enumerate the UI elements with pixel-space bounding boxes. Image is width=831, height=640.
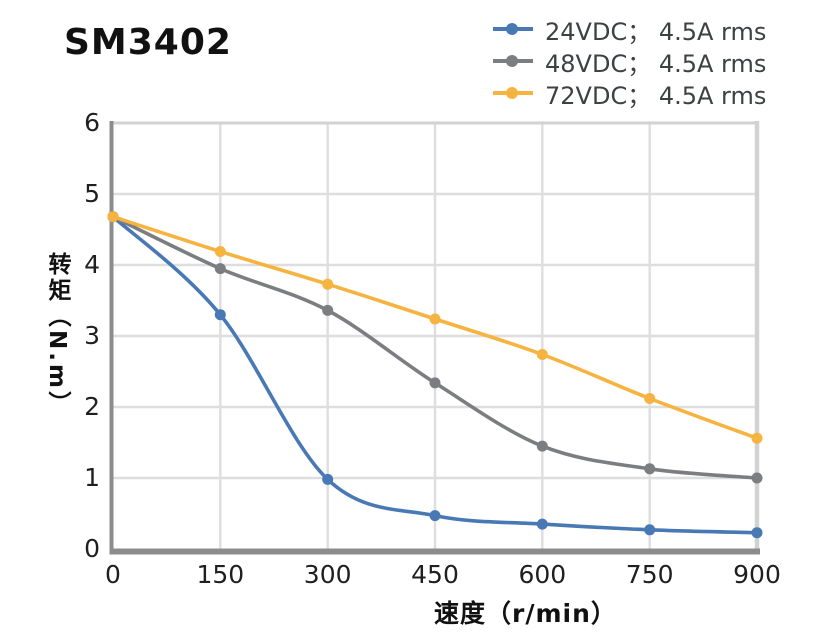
chart-title: SM3402 [64, 22, 232, 63]
legend-label: 48VDC； 4.5A rms [545, 49, 767, 78]
data-point-series-1 [214, 263, 226, 275]
x-axis-title: 速度（r/min） [434, 599, 617, 628]
y-axis-ticks: 0 1 2 3 4 5 6 [40, 0, 100, 640]
legend: 24VDC； 4.5A rms 48VDC； 4.5A rms 72VDC； 4.5… [492, 16, 766, 110]
y-tick-label: 1 [84, 463, 100, 492]
data-point-series-0 [214, 309, 226, 321]
y-tick-label: 6 [84, 108, 100, 137]
data-point-series-1 [322, 304, 334, 316]
legend-line-dot-icon [493, 55, 533, 67]
x-tick-label: 300 [303, 560, 352, 589]
x-tick-label: 900 [733, 560, 781, 589]
y-axis-title: 转矩（N.m） [44, 252, 70, 417]
legend-item-2: 72VDC； 4.5A rms [492, 80, 766, 110]
data-point-series-2 [751, 432, 763, 444]
x-tick-label: 750 [625, 560, 674, 589]
legend-item-1: 48VDC； 4.5A rms [492, 48, 766, 78]
x-tick-label: 450 [411, 560, 459, 589]
data-point-series-2 [214, 246, 226, 257]
legend-label: 72VDC； 4.5A rms [545, 81, 767, 110]
y-tick-label: 3 [84, 321, 100, 350]
y-tick-label: 2 [84, 392, 100, 421]
data-point-series-1 [751, 472, 763, 484]
data-point-series-1 [429, 377, 441, 389]
data-point-series-0 [751, 527, 763, 539]
data-point-series-0 [322, 473, 334, 485]
data-point-series-2 [536, 349, 548, 360]
data-point-series-2 [429, 313, 441, 325]
y-tick-label: 4 [84, 250, 100, 279]
y-tick-label: 5 [84, 179, 100, 208]
data-point-series-1 [644, 463, 656, 475]
data-point-series-0 [429, 510, 441, 522]
data-point-series-2 [644, 393, 656, 404]
data-point-series-2 [107, 211, 119, 223]
data-point-series-0 [536, 518, 548, 530]
legend-line-dot-icon [493, 87, 533, 99]
legend-item-0: 24VDC； 4.5A rms [492, 16, 766, 46]
legend-line-dot-icon [493, 23, 533, 35]
y-tick-label: 0 [84, 534, 100, 563]
data-point-series-0 [644, 524, 656, 536]
legend-label: 24VDC； 4.5A rms [545, 17, 767, 46]
data-point-series-1 [536, 440, 548, 452]
data-point-series-2 [322, 278, 334, 290]
x-tick-label: 0 [105, 560, 121, 589]
x-tick-label: 150 [196, 560, 245, 589]
x-tick-label: 600 [518, 560, 567, 589]
